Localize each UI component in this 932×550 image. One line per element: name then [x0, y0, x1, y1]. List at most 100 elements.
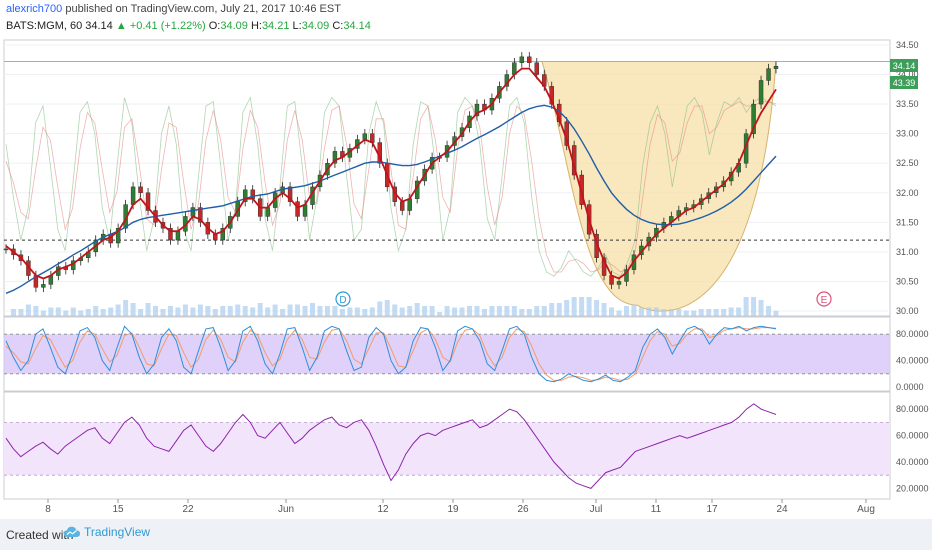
- volume-bar: [437, 312, 443, 316]
- author-name[interactable]: alexrich700: [6, 3, 63, 15]
- volume-bar: [250, 307, 256, 316]
- last-price-badge-text: 34.14: [893, 61, 916, 71]
- volume-bar: [422, 306, 428, 316]
- overlay-osc-red-line: [5, 101, 777, 273]
- volume-bar: [175, 307, 181, 316]
- published-text: published on TradingView.com, July 21, 2…: [65, 3, 341, 15]
- volume-bar: [706, 309, 712, 316]
- candle-body: [168, 228, 173, 241]
- candle-body: [474, 103, 480, 117]
- stochastic-band: [4, 334, 890, 374]
- dividend-marker-label: D: [339, 295, 346, 306]
- volume-bar: [295, 304, 301, 316]
- volume-bar: [751, 297, 757, 316]
- date-tick-label: 26: [517, 504, 529, 515]
- stochastic-axis[interactable]: 80.0000 40.0000 0.0000: [896, 329, 929, 392]
- volume-bar: [115, 304, 121, 316]
- last-price-badge: 34.14: [890, 59, 918, 72]
- stochastic-tick-label: 40.0000: [896, 356, 929, 366]
- volume-bar: [63, 310, 69, 316]
- volume-bar: [197, 304, 203, 316]
- rsi-tick-label: 80.0000: [896, 404, 929, 414]
- volume-bar: [579, 297, 585, 316]
- symbol-name[interactable]: BATS:MGM, 60: [6, 20, 83, 32]
- candle-body: [758, 80, 764, 105]
- volume-bar: [549, 303, 555, 316]
- volume-bar: [324, 306, 330, 316]
- overlay-oscillator-lines: [5, 96, 777, 277]
- volume-bar: [511, 306, 517, 316]
- volume-bar: [586, 297, 592, 316]
- low-value: 34.09: [301, 20, 330, 32]
- high-value: 34.21: [261, 20, 290, 32]
- date-tick-label: Aug: [857, 504, 875, 515]
- candle-body: [265, 207, 270, 217]
- volume-bar: [85, 309, 91, 316]
- volume-bar: [474, 306, 480, 316]
- stochastic-tick-label: 80.0000: [896, 329, 929, 339]
- volume-bar: [332, 306, 338, 316]
- date-tick-label: 24: [776, 504, 788, 515]
- footer-bar: Created with TradingView: [0, 519, 932, 550]
- candle-body: [332, 151, 338, 164]
- date-axis[interactable]: 8 15 22 Jun 12 19 26 Jul 11 17 24 Aug: [45, 499, 875, 515]
- volume-bar: [414, 303, 420, 316]
- volume-bar: [227, 306, 233, 316]
- candle-body: [407, 198, 412, 211]
- volume-bar: [773, 310, 779, 316]
- volume-bar: [452, 307, 458, 316]
- tradingview-cloud-icon: [64, 526, 80, 537]
- volume-bar: [153, 306, 159, 316]
- volume-bar: [631, 304, 637, 316]
- volume-bar: [190, 307, 196, 316]
- created-with-text: Created with: [6, 528, 74, 542]
- volume-bar: [10, 309, 16, 316]
- rsi-band: [4, 422, 890, 476]
- candle-body: [287, 186, 293, 202]
- candle-body: [145, 192, 151, 211]
- volume-bar: [728, 307, 734, 316]
- volume-bar: [235, 304, 241, 316]
- chart-canvas[interactable]: 34.50 34.00 33.50 33.00 32.50 32.00 31.50 31.00…: [0, 36, 932, 519]
- volume-bar: [504, 306, 510, 316]
- volume-bar: [384, 300, 390, 316]
- volume-bar: [661, 309, 667, 316]
- date-tick-label: 19: [447, 504, 459, 515]
- earnings-marker[interactable]: E: [816, 291, 832, 307]
- volume-bar: [601, 303, 607, 316]
- candle-body: [766, 68, 771, 81]
- price-change: +0.41 (+1.22%): [129, 20, 206, 32]
- candle-body: [41, 284, 46, 288]
- volume-bar: [40, 310, 46, 316]
- earnings-marker-circle: [816, 291, 832, 307]
- stochastic-tick-label: 0.0000: [896, 382, 924, 392]
- price-tick-label: 32.00: [896, 188, 919, 198]
- price-tick-label: 31.50: [896, 217, 919, 227]
- volume-bar: [257, 303, 263, 316]
- volume-bar: [676, 309, 682, 316]
- volume-bar: [78, 310, 84, 316]
- date-tick-label: 8: [45, 504, 51, 515]
- volume-bar: [691, 310, 697, 316]
- candle-body: [534, 62, 539, 75]
- volume-bar: [399, 307, 405, 316]
- rsi-band-lines: [4, 421, 890, 476]
- price-gridlines: [4, 44, 890, 312]
- date-tick-label: 11: [651, 504, 662, 515]
- volume-bar: [220, 306, 226, 316]
- low-label: L:: [292, 20, 302, 32]
- rsi-axis[interactable]: 80.0000 60.0000 40.0000 20.0000: [896, 404, 929, 493]
- candle-body: [243, 189, 248, 202]
- volume-bar: [459, 307, 465, 316]
- price-axis[interactable]: 34.50 34.00 33.50 33.00 32.50 32.00 31.50 31.00…: [896, 40, 919, 316]
- price-tick-label: 31.00: [896, 247, 919, 257]
- volume-bar: [638, 307, 644, 316]
- candle-body: [138, 186, 143, 193]
- candle-body: [624, 269, 629, 282]
- stochastic-band-lines: [4, 333, 890, 375]
- price-tick-label: 30.00: [896, 306, 919, 316]
- volume-bar: [138, 309, 144, 316]
- volume-bar: [182, 304, 188, 316]
- tradingview-brand[interactable]: TradingView: [64, 525, 150, 539]
- dividend-marker[interactable]: D: [335, 291, 351, 307]
